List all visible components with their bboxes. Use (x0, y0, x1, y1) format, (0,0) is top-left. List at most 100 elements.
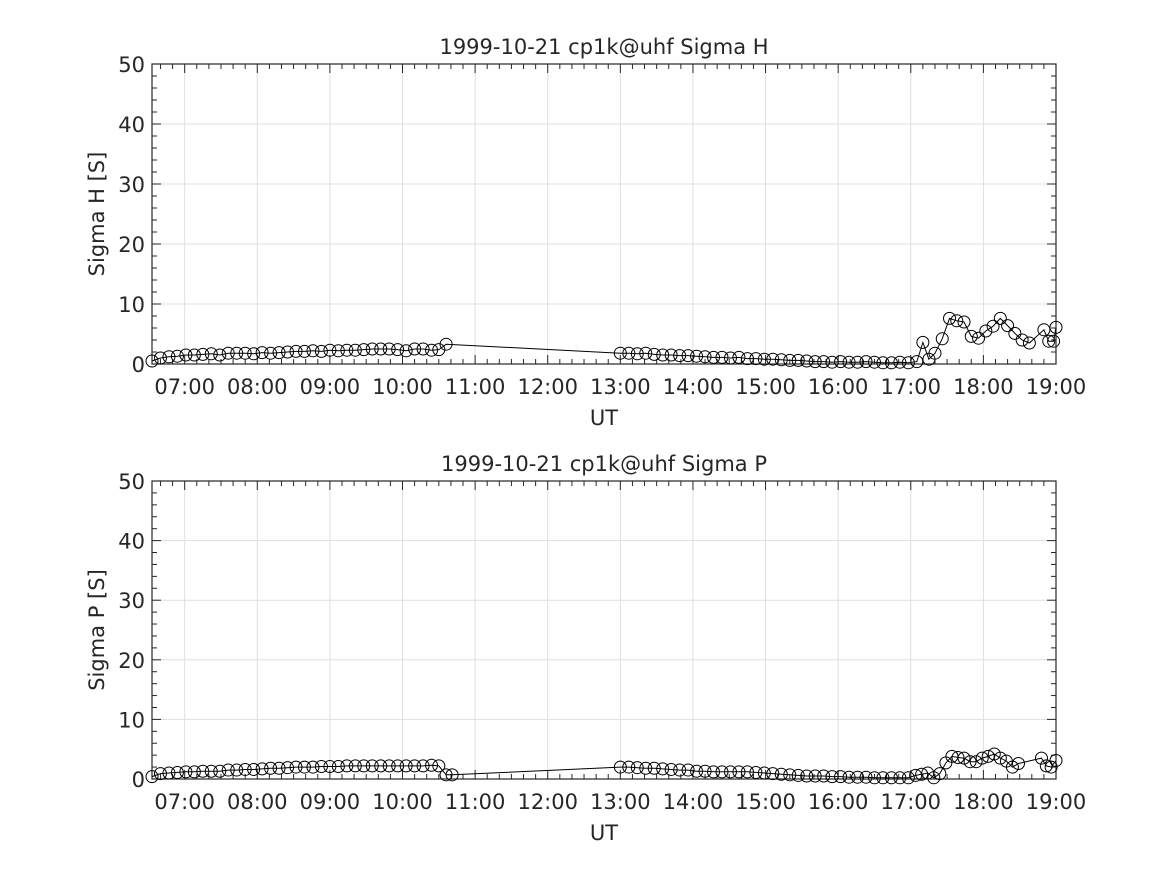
chart-title: 1999-10-21 cp1k@uhf Sigma H (439, 35, 768, 59)
sigma-p-data-point (365, 759, 379, 773)
x-tick-label: 10:00 (372, 790, 433, 814)
sigma-h-data-point (673, 349, 687, 363)
sigma-h-data-point (842, 355, 856, 369)
sigma-p-data-point (170, 765, 184, 779)
sigma-p-data-point (766, 767, 780, 781)
y-tick-label: 40 (118, 530, 145, 554)
sigma-p-panel: 07:00 08:00 09:00 10:00 11:00 12:00 13:00 14:00… (85, 452, 1086, 845)
sigma-h-data-point (656, 348, 670, 362)
sigma-p-series-line (151, 753, 1057, 779)
sigma-h-data-point (425, 343, 439, 357)
sigma-h-data-point (196, 347, 210, 361)
sigma-p-data-point (639, 761, 653, 775)
sigma-h-data-point (986, 319, 1000, 333)
sigma-p-data-point (774, 767, 788, 781)
sigma-p-data-point (1049, 754, 1063, 768)
sigma-h-data-point (783, 353, 797, 367)
sigma-h-data-point (884, 356, 898, 370)
sigma-h-data-point (179, 348, 193, 362)
sigma-p-data-point (162, 766, 176, 780)
sigma-p-data-point (1011, 757, 1025, 771)
sigma-h-data-point (916, 335, 930, 349)
sigma-p-data-point (622, 760, 636, 774)
sigma-h-data-point (281, 345, 295, 359)
sigma-p-data-point (153, 767, 167, 781)
sigma-h-data-point (272, 346, 286, 360)
sigma-h-data-point (817, 355, 831, 369)
sigma-h-data-point (1008, 326, 1022, 340)
sigma-p-data-point (204, 764, 218, 778)
x-tick-label: 19:00 (1026, 790, 1087, 814)
x-tick-label: 07:00 (154, 375, 215, 399)
sigma-p-data-point (723, 765, 737, 779)
y-axis-label: Sigma H [S] (85, 152, 109, 277)
sigma-p-data-point (757, 766, 771, 780)
sigma-h-data-point (238, 346, 252, 360)
sigma-p-data-point (817, 769, 831, 783)
sigma-h-data-point (979, 324, 993, 338)
sigma-p-data-point (306, 760, 320, 774)
sigma-h-data-point (289, 344, 303, 358)
sigma-p-data-point (749, 765, 763, 779)
sigma-h-data-point (957, 315, 971, 329)
sigma-h-data-point (901, 356, 915, 370)
sigma-p-data-point (715, 765, 729, 779)
sigma-p-data-point (1044, 760, 1058, 774)
sigma-p-data-point (915, 767, 929, 781)
x-tick-label: 12:00 (517, 790, 578, 814)
sigma-h-data-point (1037, 323, 1051, 337)
sigma-h-data-point (910, 355, 924, 369)
sigma-p-data-point (382, 759, 396, 773)
sigma-h-data-point (162, 350, 176, 364)
sigma-h-data-point (800, 354, 814, 368)
sigma-h-data-point (1015, 333, 1029, 347)
sigma-p-data-point (808, 769, 822, 783)
sigma-h-data-point (825, 355, 839, 369)
sigma-h-data-point (1022, 336, 1036, 350)
sigma-h-data-point (416, 342, 430, 356)
x-tick-label: 07:00 (154, 790, 215, 814)
sigma-p-data-point (331, 759, 345, 773)
y-tick-label: 0 (132, 768, 145, 792)
x-tick-label: 11:00 (445, 375, 506, 399)
sigma-p-data-point (247, 762, 261, 776)
sigma-h-data-point (1049, 320, 1063, 334)
sigma-p-data-point (975, 751, 989, 765)
sigma-p-data-point (690, 764, 704, 778)
sigma-h-data-point (1047, 334, 1061, 348)
sigma-h-data-point (935, 332, 949, 346)
sigma-p-data-point (221, 763, 235, 777)
sigma-h-data-point (943, 311, 957, 325)
sigma-h-data-point (859, 355, 873, 369)
sigma-p-data-point (783, 768, 797, 782)
x-tick-label: 18:00 (953, 790, 1014, 814)
sigma-p-data-point (613, 760, 627, 774)
sigma-h-data-point (808, 355, 822, 369)
sigma-h-data-point (170, 349, 184, 363)
sigma-h-data-point (740, 352, 754, 366)
sigma-h-data-point (374, 342, 388, 356)
sigma-h-data-point (732, 350, 746, 364)
sigma-p-data-point (399, 759, 413, 773)
sigma-h-data-point (314, 344, 328, 358)
sigma-p-data-point (187, 765, 201, 779)
sigma-p-data-point (1039, 759, 1053, 773)
sigma-p-data-point (884, 771, 898, 785)
chart-title: 1999-10-21 cp1k@uhf Sigma P (441, 452, 767, 476)
sigma-p-data-point (196, 764, 210, 778)
sigma-p-data-point (179, 765, 193, 779)
sigma-p-data-point (867, 771, 881, 785)
sigma-h-data-point (613, 346, 627, 360)
sigma-h-data-point (928, 346, 942, 360)
sigma-p-data-point (707, 765, 721, 779)
sigma-h-data-point (340, 343, 354, 357)
x-tick-label: 16:00 (808, 790, 869, 814)
sigma-h-panel: 07:00 08:00 09:00 10:00 11:00 12:00 13:00 14:00… (85, 35, 1086, 430)
sigma-h-data-point (774, 353, 788, 367)
sigma-h-data-point (264, 346, 278, 360)
plot-area (152, 481, 1056, 779)
y-tick-label: 10 (118, 708, 145, 732)
sigma-p-data-point (800, 769, 814, 783)
sigma-h-data-point (876, 356, 890, 370)
sigma-h-data-point (382, 342, 396, 356)
